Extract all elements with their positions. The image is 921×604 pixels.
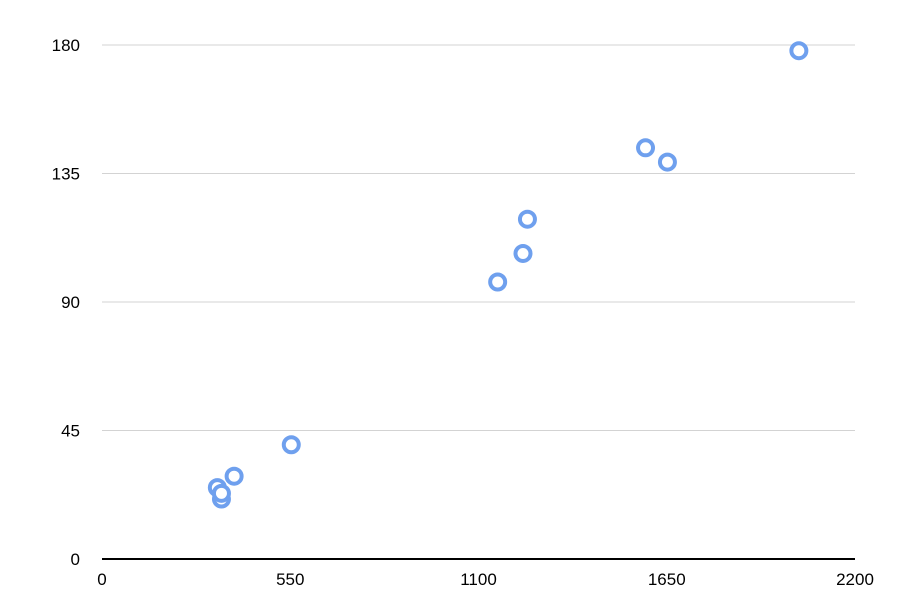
data-point (636, 138, 656, 158)
data-point (224, 466, 244, 486)
data-point (513, 243, 533, 263)
data-point (211, 483, 231, 503)
data-point (281, 435, 301, 455)
y-tick-label: 90 (61, 293, 80, 312)
y-tick-label: 135 (52, 165, 80, 184)
x-tick-label: 1650 (648, 570, 686, 589)
data-point (789, 41, 809, 61)
data-point (657, 152, 677, 172)
x-tick-label: 550 (276, 570, 304, 589)
x-tick-label: 0 (97, 570, 106, 589)
x-tick-label: 1100 (460, 570, 497, 589)
grid-lines (102, 44, 855, 431)
y-axis-tick-labels: 0 45 90 135 180 (52, 36, 80, 569)
y-tick-label: 0 (71, 550, 80, 569)
data-point (488, 272, 508, 292)
data-point (517, 209, 537, 229)
x-axis-tick-labels: 0 550 1100 1650 2200 (97, 570, 874, 589)
data-points (207, 41, 809, 509)
x-tick-label: 2200 (836, 570, 874, 589)
y-tick-label: 180 (52, 36, 80, 55)
y-tick-label: 45 (61, 422, 80, 441)
